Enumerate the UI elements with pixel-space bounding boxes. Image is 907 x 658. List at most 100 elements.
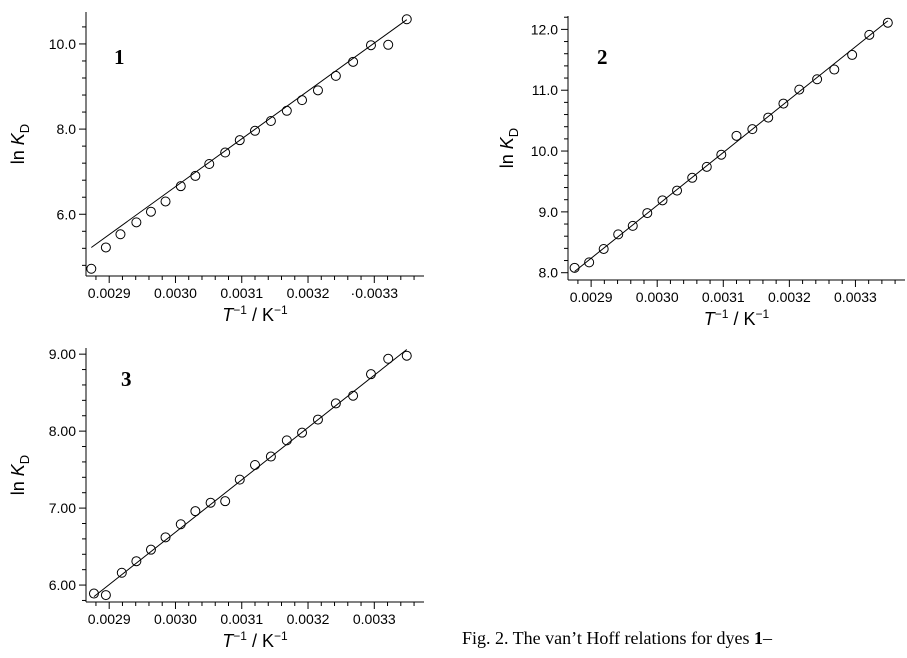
fit-line: [574, 20, 889, 272]
data-point: [175, 519, 186, 530]
y-tick-label: 8.0: [539, 265, 559, 281]
data-point: [265, 451, 276, 462]
x-tick-label: 0.0030: [154, 611, 197, 627]
data-point: [847, 49, 858, 60]
data-point: [281, 105, 292, 116]
y-tick-label: 6.00: [49, 577, 76, 593]
data-point: [778, 98, 789, 109]
y-tick-label: 7.00: [49, 500, 76, 516]
data-point: [312, 414, 323, 425]
x-tick-label: 0.0033: [834, 289, 877, 305]
data-point: [250, 125, 260, 136]
data-point: [205, 497, 216, 508]
data-point: [365, 40, 376, 51]
x-tick-label: 0.0032: [768, 289, 811, 305]
x-axis-title: T−1 / K−1: [222, 629, 288, 651]
data-point: [190, 506, 201, 517]
data-point: [234, 135, 245, 146]
y-tick-label: 10.0: [531, 143, 558, 159]
data-point: [613, 229, 624, 240]
data-point: [829, 64, 840, 75]
chart-panel-2: 0.0029 0.0030 0.0031 0.0032 0.0033 8.0 9.0 10.0…: [497, 16, 905, 329]
y-tick-label: 12.0: [531, 21, 558, 37]
y-tick-label: 8.00: [49, 423, 76, 439]
data-point: [86, 263, 97, 274]
data-point: [348, 390, 359, 401]
data-point: [265, 116, 276, 127]
data-point: [701, 161, 712, 172]
data-point: [250, 459, 260, 470]
data-point: [330, 70, 341, 81]
fit-line: [93, 349, 408, 598]
y-tick-label: 9.00: [49, 346, 76, 362]
x-tick-label: 0.0032: [287, 285, 330, 301]
chart-panel-1: 0.0029 0.0030 0.0031 0.0032 ·0.0033 6.0 8.0 10.…: [8, 12, 424, 325]
data-point: [145, 544, 156, 555]
x-tick-label: 0.0031: [220, 285, 263, 301]
data-point: [747, 124, 758, 135]
data-point: [116, 567, 127, 578]
data-point: [160, 532, 171, 543]
data-point: [763, 112, 774, 123]
x-tick-label: 0.0029: [570, 289, 613, 305]
data-point: [100, 590, 111, 601]
data-point: [627, 220, 638, 231]
data-point: [281, 435, 292, 446]
x-tick-label: 0.0031: [220, 611, 263, 627]
data-point: [100, 242, 111, 253]
figure-caption: Fig. 2. The van’t Hoff relations for dye…: [462, 628, 772, 649]
data-point: [220, 496, 231, 507]
data-point: [297, 95, 308, 106]
data-point: [160, 196, 171, 207]
y-tick-label: 11.0: [532, 82, 558, 98]
caption-text: Fig. 2. The van’t Hoff relations for dye…: [462, 628, 754, 648]
panel-number: 3: [121, 367, 132, 391]
y-tick-label: 10.0: [49, 36, 76, 52]
data-point: [598, 243, 609, 254]
data-point: [312, 85, 323, 96]
data-point: [882, 17, 893, 28]
y-axis-title: ln KD: [8, 124, 32, 164]
x-axis-title: T−1 / K−1: [704, 307, 770, 329]
x-tick-label: 0.0031: [702, 289, 745, 305]
x-axis-title: T−1 / K−1: [222, 303, 288, 325]
fit-line: [91, 19, 408, 248]
x-tick-label: 0.0032: [287, 611, 330, 627]
panel-number: 2: [597, 45, 608, 69]
caption-tail: –: [762, 628, 772, 648]
y-tick-label: 8.0: [57, 121, 77, 137]
data-point: [687, 172, 698, 183]
data-point: [383, 39, 394, 50]
data-point: [297, 427, 308, 438]
x-tick-label: ·0.0033: [351, 285, 399, 301]
data-point: [794, 84, 805, 95]
data-point: [401, 14, 412, 25]
x-tick-label: 0.0029: [88, 285, 131, 301]
data-point: [190, 170, 201, 181]
x-tick-label: 0.0030: [154, 285, 197, 301]
data-point: [672, 185, 683, 196]
x-tick-label: 0.0029: [88, 611, 131, 627]
data-point: [812, 74, 823, 85]
data-point: [234, 474, 245, 485]
data-point: [401, 350, 412, 361]
data-point: [383, 353, 394, 364]
data-point: [220, 147, 231, 158]
x-tick-label: 0.0033: [353, 611, 396, 627]
panel-number: 1: [114, 45, 125, 69]
data-point: [716, 149, 727, 160]
data-point: [348, 56, 359, 67]
data-point: [115, 229, 126, 240]
y-axis-title: ln KD: [497, 128, 521, 168]
data-point: [569, 262, 580, 273]
y-tick-label: 6.0: [57, 206, 77, 222]
chart-panel-3: 0.0029 0.0030 0.0031 0.0032 0.0033 6.00 7.00 8.…: [8, 346, 424, 651]
data-point: [204, 159, 215, 170]
y-axis-title: ln KD: [8, 455, 32, 495]
data-point: [657, 195, 668, 206]
data-point: [365, 369, 376, 380]
data-point: [584, 257, 595, 268]
data-point: [131, 217, 142, 228]
x-tick-label: 0.0030: [636, 289, 679, 305]
